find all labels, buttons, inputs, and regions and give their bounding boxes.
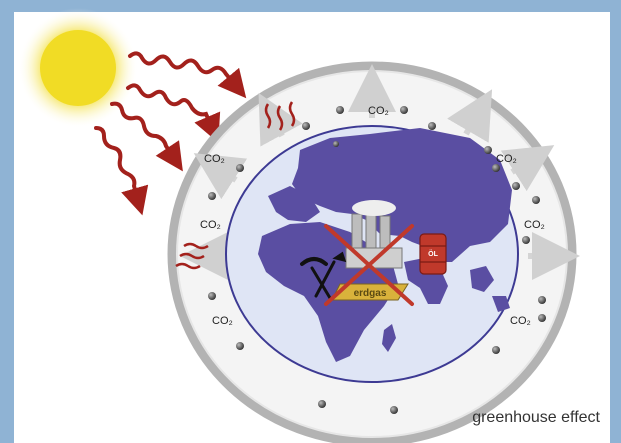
escaping-heat-arrows xyxy=(180,64,580,280)
sun-icon xyxy=(18,8,138,128)
co2-label: CO₂ xyxy=(204,153,225,165)
co2-label: CO₂ xyxy=(200,219,221,231)
factory-icon xyxy=(345,200,403,269)
co2-label: CO₂ xyxy=(524,219,545,231)
shovel-pickaxe-icon xyxy=(300,251,347,300)
co2-label: CO₂ xyxy=(496,153,517,165)
oil-label: ÖL xyxy=(428,249,438,258)
cross-out-icon xyxy=(324,224,414,306)
co2-label: CO₂ xyxy=(510,315,531,327)
co2-label: CO₂ xyxy=(212,315,233,327)
oil-barrel-icon: ÖL xyxy=(419,233,447,275)
co2-label: CO₂ xyxy=(368,105,389,117)
diagram-caption: greenhouse effect xyxy=(472,409,600,426)
co2-labels: CO₂ CO₂ CO₂ CO₂ CO₂ CO₂ CO₂ xyxy=(200,105,545,327)
co2-molecules xyxy=(208,106,546,414)
gas-label: erdgas xyxy=(354,288,387,299)
heat-squiggles xyxy=(175,101,296,270)
